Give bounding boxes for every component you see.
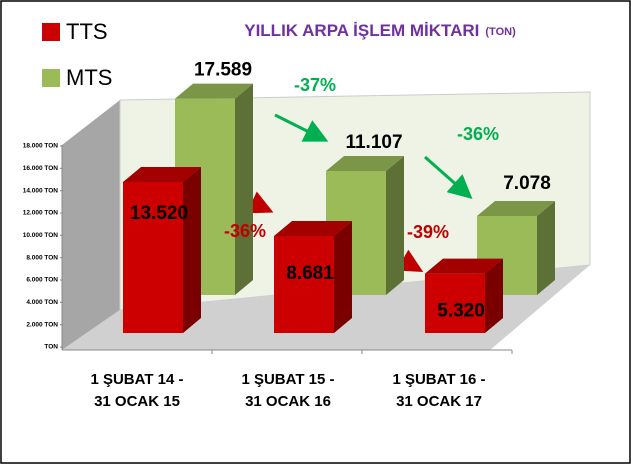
value-label: 8.681 [286,263,334,284]
y-tick-label: 16.000 TON [23,165,59,172]
bar-side [235,83,253,295]
bar-top [123,167,201,183]
y-tick-label: 8.000 TON [26,254,58,261]
x-tick-label: 31 OCAK 17 [396,393,482,410]
x-tick-label: 31 OCAK 15 [94,393,180,410]
bar-front [425,273,485,333]
y-tick-label: TON [44,344,58,351]
y-tick-label: 18.000 TON [23,143,59,150]
annotation: -39% [407,222,449,242]
bar-front [123,182,183,333]
bar-side [386,155,404,295]
value-label: 11.107 [345,132,402,153]
bar [477,200,555,295]
x-tick-label: 1 ŞUBAT 15 - [241,371,334,388]
x-tick-label: 1 ŞUBAT 14 - [90,371,183,388]
y-tick-label: 6.000 TON [26,277,58,284]
y-tick-label: 12.000 TON [23,210,59,217]
bar-side [537,200,555,295]
bar-top [175,83,253,99]
bar-top [274,221,352,237]
bar-side [183,167,201,333]
bar-top [477,200,555,216]
annotation: -36% [457,124,499,144]
bar-side [485,258,503,333]
y-tick-label: 10.000 TON [23,232,59,239]
y-tick-label: 4.000 TON [26,299,58,306]
x-tick-label: 31 OCAK 16 [245,393,331,410]
value-label: 7.078 [503,173,551,194]
bar [425,258,503,333]
arrow [424,155,473,199]
legend-label: MTS [66,65,112,90]
arrow [274,113,329,142]
chart-title: YILLIK ARPA İŞLEM MİKTARI (TON) [244,21,516,40]
value-label: 17.589 [194,60,252,81]
side-wall [62,100,120,350]
annotation: -36% [224,221,266,241]
value-label: 5.320 [437,301,485,322]
legend-swatch [42,23,60,41]
bar [123,167,201,333]
bar-front [274,236,334,333]
legend-label: TTS [66,19,108,44]
x-tick-label: 1 ŞUBAT 16 - [392,371,485,388]
bar-side [334,221,352,333]
annotation: -37% [294,75,336,95]
y-tick-label: 14.000 TON [23,187,59,194]
value-label: 13.520 [130,203,188,224]
legend-swatch [42,69,60,87]
bar-top [326,155,404,171]
y-tick-label: 2.000 TON [26,321,58,328]
bar-top [425,258,503,274]
bar [274,221,352,333]
